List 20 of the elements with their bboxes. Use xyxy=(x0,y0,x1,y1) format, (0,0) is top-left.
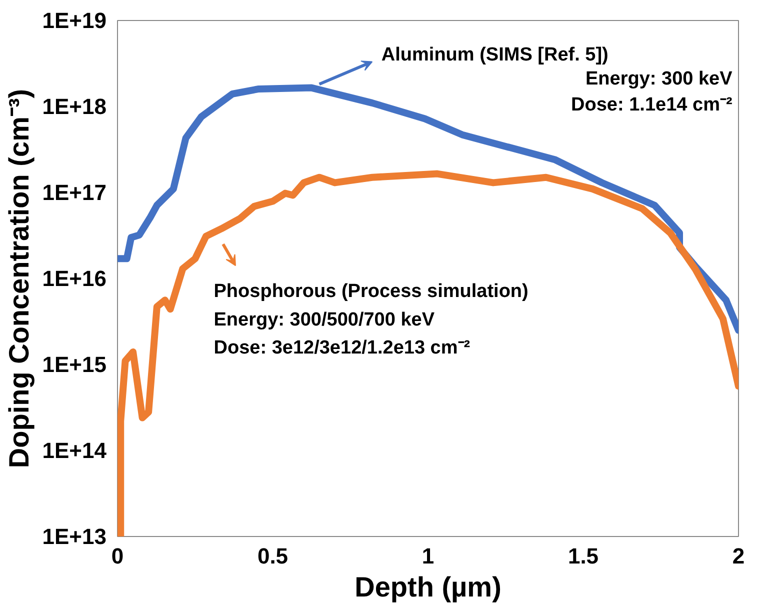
annotation: Dose: 3e12/3e12/1.2e13 cm⁻² xyxy=(214,338,470,359)
y-axis-title: Doping Concentration (cm⁻³) xyxy=(3,88,34,468)
x-tick-label: 1.5 xyxy=(568,544,599,568)
x-tick-label: 1 xyxy=(422,544,434,568)
x-tick-label: 2 xyxy=(732,544,745,568)
y-tick-label: 1E+16 xyxy=(42,266,107,291)
y-tick-label: 1E+13 xyxy=(42,524,107,549)
x-tick-label: 0.5 xyxy=(257,544,288,568)
annotation: Phosphorous (Process simulation) xyxy=(214,280,528,302)
annotation: Energy: 300/500/700 keV xyxy=(214,309,435,330)
y-tick-label: 1E+15 xyxy=(42,352,107,377)
y-tick-label: 1E+18 xyxy=(42,94,107,119)
y-tick-label: 1E+17 xyxy=(42,180,107,205)
annotation: Energy: 300 keV xyxy=(585,68,733,90)
annotation: Aluminum (SIMS [Ref. 5]) xyxy=(381,44,608,66)
annotation: Dose: 1.1e14 cm⁻² xyxy=(571,94,732,116)
x-axis-title: Depth (µm) xyxy=(354,572,502,602)
x-tick-label: 0 xyxy=(111,544,124,568)
y-tick-label: 1E+19 xyxy=(42,8,107,33)
y-tick-label: 1E+14 xyxy=(42,438,108,463)
